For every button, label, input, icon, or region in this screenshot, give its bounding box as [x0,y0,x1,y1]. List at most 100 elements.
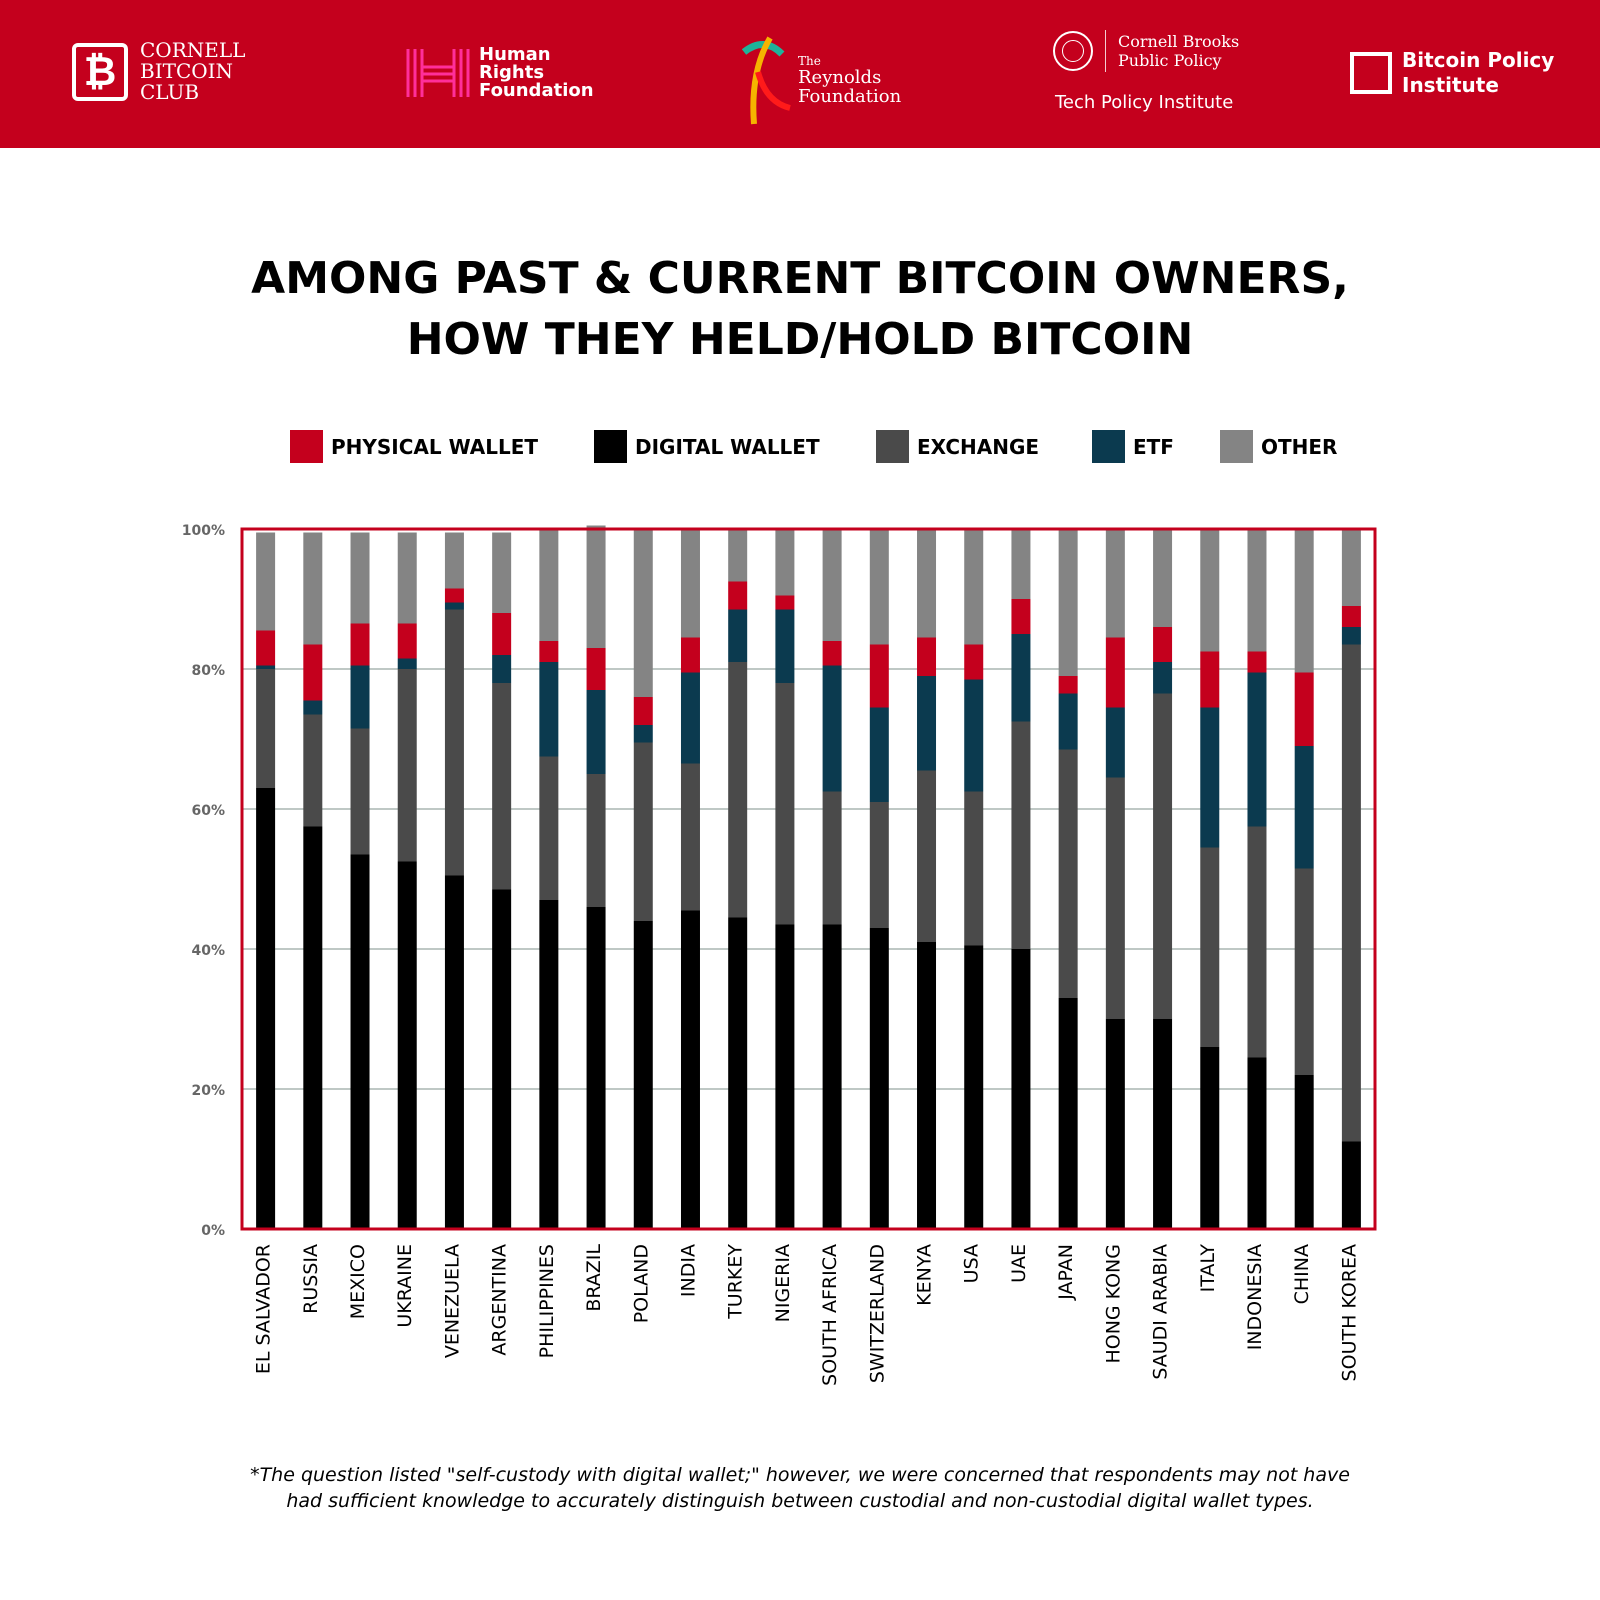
bitcoin-icon: ₿ [72,42,128,101]
bar-segment-physical-wallet [869,644,889,708]
bar-segment-etf [1247,672,1267,827]
x-tick-label: PHILIPPINES [536,1244,558,1358]
bar-segment-etf [728,609,748,662]
bar-segment-etf [492,655,512,683]
bar-segment-physical-wallet [1105,637,1125,708]
bar-segment-other [1105,529,1125,638]
bar-segment-etf [1153,662,1173,694]
y-tick-label: 100% [182,523,225,539]
bar-segment-physical-wallet [1341,606,1361,627]
legend-swatch [1092,430,1125,463]
bar-segment-exchange [539,756,559,900]
bar-segment-exchange [1247,826,1267,1058]
cornell-brooks-line-2: Public Policy [1118,51,1222,70]
bar-segment-other [350,532,370,624]
cornell-seal-icon [1053,31,1093,71]
bar-segment-physical-wallet [397,623,417,659]
bar-segment-digital-wallet [444,875,464,1229]
bar-segment-physical-wallet [822,641,842,666]
bar-segment-digital-wallet [303,826,323,1229]
x-tick-label: UKRAINE [394,1244,416,1328]
stacked-bar-chart: 0% 20% 40% 60% 80% 100% EL SALVADOR RUSSIA MEXIC… [182,523,1377,1386]
bar-segment-digital-wallet [1294,1075,1314,1229]
bar-segment-exchange [303,714,323,827]
bar-segment-other [492,532,512,613]
bar-segment-exchange [680,763,700,911]
bar-segment-physical-wallet [964,644,984,680]
bar-segment-exchange [492,683,512,890]
bar-segment-exchange [444,609,464,876]
bar-segment-other [1341,529,1361,606]
bar-segment-physical-wallet [1011,599,1031,634]
bar-segment-other [964,529,984,645]
bar-segment-digital-wallet [633,921,653,1229]
bar-segment-etf [350,665,370,729]
bar-segment-etf [539,662,559,757]
bar-segment-other [303,532,323,645]
hrf-line-3: Foundation [479,80,594,101]
x-tick-label: VENEZUELA [441,1244,463,1358]
bar-segment-other [586,525,606,648]
bar-segment-digital-wallet [1105,1019,1125,1229]
x-tick-label: ARGENTINA [489,1244,511,1356]
bar-segment-digital-wallet [964,945,984,1229]
human-rights-foundation-logo: Human Rights Foundation [405,46,594,100]
bar-segment-other [539,529,559,641]
hrf-line-1: Human [479,44,551,65]
x-tick-label: CHINA [1291,1244,1313,1304]
y-tick-label: 0% [201,1223,225,1239]
bar-segment-other [633,529,653,697]
reynolds-swoosh-icon [742,36,791,125]
cbc-line-3: CLUB [140,80,200,104]
bar-segment-digital-wallet [822,924,842,1229]
bar-segment-exchange [1294,868,1314,1075]
footnote-line-1: *The question listed "self-custody with … [250,1464,1350,1486]
bar-segment-etf [1200,707,1220,848]
bar-segment-other [1153,529,1173,627]
legend-item-digital-wallet: DIGITAL WALLET [594,430,820,463]
bar-segment-etf [1341,627,1361,645]
y-tick-label: 60% [191,803,225,819]
legend-item-etf: ETF [1092,430,1174,463]
x-tick-label: ITALY [1197,1244,1219,1293]
bar-segment-digital-wallet [256,788,276,1229]
y-tick-label: 20% [191,1083,225,1099]
bar-segment-other [680,529,700,638]
bar-segment-physical-wallet [303,644,323,701]
bar-segment-exchange [633,742,653,921]
bar-segment-other [256,532,276,631]
x-tick-label: KENYA [914,1244,936,1306]
bar-segment-exchange [1200,847,1220,1047]
bar-segment-exchange [586,774,606,907]
x-tick-label: EL SALVADOR [253,1244,275,1374]
legend-item-exchange: EXCHANGE [876,430,1039,463]
x-tick-label: POLAND [630,1244,652,1323]
bar-segment-exchange [1058,749,1078,998]
cbc-line-2: BITCOIN [140,59,234,83]
cornell-brooks-line-1: Cornell Brooks [1118,32,1240,51]
bar-segment-digital-wallet [1247,1057,1267,1229]
legend-swatch [290,430,323,463]
tech-policy-institute-label: Tech Policy Institute [1055,92,1234,113]
chart-title: AMONG PAST & CURRENT BITCOIN OWNERS, HOW… [0,248,1600,370]
bar-segment-other [775,529,795,596]
bar-segment-other [1011,529,1031,599]
chart-title-line-1: AMONG PAST & CURRENT BITCOIN OWNERS, [251,253,1349,304]
bar-segment-physical-wallet [917,637,937,676]
bar-segment-exchange [822,791,842,925]
legend-item-other: OTHER [1220,430,1337,463]
bar-segment-other [1058,529,1078,676]
bpi-line-1: Bitcoin Policy [1402,48,1555,72]
x-tick-label: SWITZERLAND [866,1244,888,1383]
x-tick-label: BRAZIL [583,1244,605,1312]
bar-segment-digital-wallet [539,900,559,1229]
bar-segment-digital-wallet [775,924,795,1229]
x-tick-label: UAE [1008,1244,1030,1283]
bar-segment-etf [869,707,889,802]
bar-segment-etf [303,700,323,715]
bar-segment-etf [1294,746,1314,869]
bar-segment-digital-wallet [492,889,512,1229]
x-tick-label: SAUDI ARABIA [1150,1244,1172,1380]
legend-swatch [594,430,627,463]
chart-legend: PHYSICAL WALLET DIGITAL WALLET EXCHANGE … [0,430,1600,466]
